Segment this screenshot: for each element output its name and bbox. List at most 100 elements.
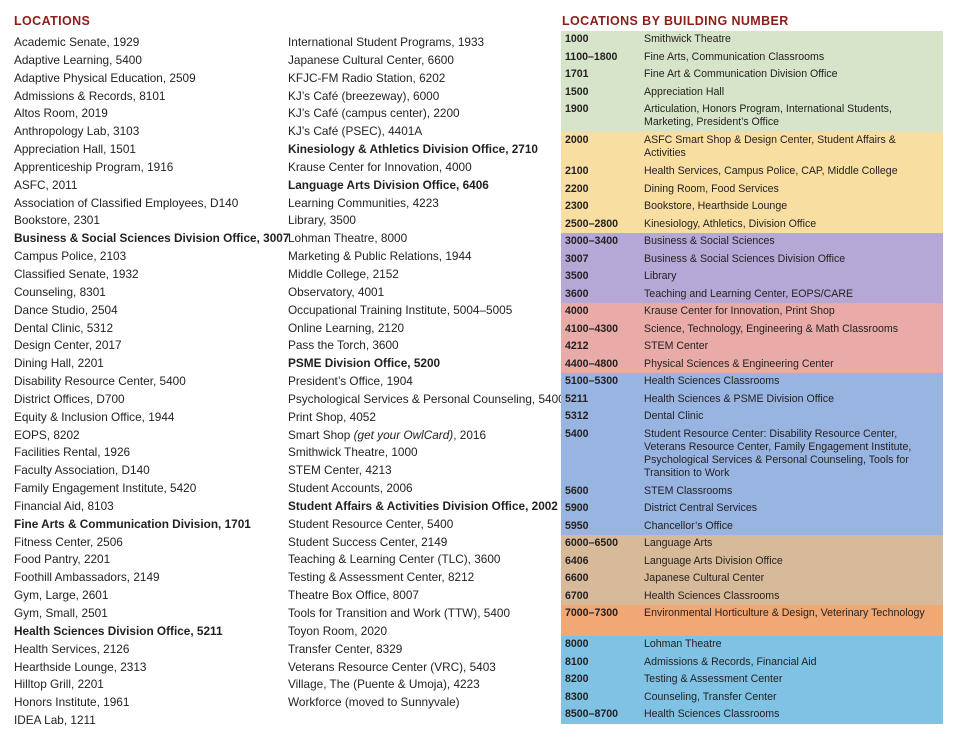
building-number: 4212 bbox=[565, 340, 589, 352]
building-row: 8200 Testing & Assessment Center bbox=[561, 671, 943, 689]
location-item-text: Altos Room, 2019 bbox=[14, 106, 108, 121]
building-description: Physical Sciences & Engineering Center bbox=[644, 357, 834, 370]
location-item: Transfer Center, 8329 bbox=[288, 641, 565, 659]
building-number: 8200 bbox=[565, 673, 589, 685]
location-item: IDEA Lab, 1211 bbox=[14, 712, 289, 730]
location-item: Lohman Theatre, 8000 bbox=[288, 230, 565, 248]
location-item: Health Services, 2126 bbox=[14, 641, 289, 659]
building-row: 2200 Dining Room, Food Services bbox=[561, 180, 943, 198]
building-row: 3007 Business & Social Sciences Division … bbox=[561, 250, 943, 268]
building-row: 5600 STEM Classrooms bbox=[561, 482, 943, 500]
building-row: 2300 Bookstore, Hearthside Lounge bbox=[561, 198, 943, 216]
location-item: Anthropology Lab, 3103 bbox=[14, 123, 289, 141]
building-description: ASFC Smart Shop & Design Center, Student… bbox=[644, 134, 896, 159]
location-item: Facilities Rental, 1926 bbox=[14, 444, 289, 462]
location-item-text: Gym, Large, 2601 bbox=[14, 588, 109, 603]
location-item-text: Food Pantry, 2201 bbox=[14, 552, 111, 567]
building-number: 5600 bbox=[565, 484, 589, 497]
location-item: Equity & Inclusion Office, 1944 bbox=[14, 409, 289, 427]
location-item-text: Health Services, 2126 bbox=[14, 641, 130, 656]
building-number: 5950 bbox=[565, 519, 589, 532]
building-number: 4000 bbox=[565, 305, 589, 317]
location-item-text: STEM Center, 4213 bbox=[288, 463, 392, 478]
location-item: Village, The (Puente & Umoja), 4223 bbox=[288, 676, 565, 694]
location-item-text: Occupational Training Institute, 5004–50… bbox=[288, 302, 513, 317]
location-item-text: Language Arts Division Office, 6406 bbox=[288, 177, 489, 192]
building-row: 8500–8700 Health Sciences Classrooms bbox=[561, 706, 943, 724]
building-number-heading: LOCATIONS BY BUILDING NUMBER bbox=[562, 14, 789, 28]
location-item-text: Design Center, 2017 bbox=[14, 338, 122, 353]
location-item: Testing & Assessment Center, 8212 bbox=[288, 569, 565, 587]
building-number: 3600 bbox=[565, 287, 589, 300]
building-number: 6600 bbox=[565, 572, 589, 584]
location-item: Teaching & Learning Center (TLC), 3600 bbox=[288, 551, 565, 569]
building-row: 6700 Health Sciences Classrooms bbox=[561, 587, 943, 605]
location-item: Dental Clinic, 5312 bbox=[14, 320, 289, 338]
location-item-text: Middle College, 2152 bbox=[288, 266, 399, 281]
location-item-text: Workforce (moved to Sunnyvale) bbox=[288, 695, 460, 710]
building-row: 4400–4800 Physical Sciences & Engineering… bbox=[561, 355, 943, 373]
building-number: 5211 bbox=[565, 392, 588, 405]
location-item-text: KFJC-FM Radio Station, 6202 bbox=[288, 70, 446, 85]
building-description: Japanese Cultural Center bbox=[644, 572, 765, 584]
building-row: 3600 Teaching and Learning Center, EOPS/C… bbox=[561, 285, 943, 303]
location-item: Association of Classified Employees, D14… bbox=[14, 195, 289, 213]
location-item: Learning Communities, 4223 bbox=[288, 195, 565, 213]
location-item-text: Student Resource Center, 5400 bbox=[288, 516, 454, 531]
location-item: Fine Arts & Communication Division, 1701 bbox=[14, 516, 289, 534]
location-item: Financial Aid, 8103 bbox=[14, 498, 289, 516]
location-item-text: Dining Hall, 2201 bbox=[14, 356, 104, 371]
building-row: 1100–1800 Fine Arts, Communication Classr… bbox=[561, 48, 943, 66]
location-item: Observatory, 4001 bbox=[288, 284, 565, 302]
building-number: 5400 bbox=[565, 427, 589, 440]
building-row: 5400 Student Resource Center: Disability … bbox=[561, 425, 943, 483]
location-item: Health Sciences Division Office, 5211 bbox=[14, 623, 289, 641]
building-description: STEM Center bbox=[644, 340, 709, 352]
building-description: Dental Clinic bbox=[644, 410, 704, 422]
location-item: Honors Institute, 1961 bbox=[14, 694, 289, 712]
location-item-text: Observatory, 4001 bbox=[288, 284, 385, 299]
building-description: Krause Center for Innovation, Print Shop bbox=[644, 305, 835, 317]
building-description: Fine Art & Communication Division Office bbox=[644, 68, 838, 80]
locations-list-col2: International Student Programs, 1933 Japa… bbox=[288, 34, 565, 712]
building-row: 6406 Language Arts Division Office bbox=[561, 552, 943, 570]
location-item-text: Association of Classified Employees, D14… bbox=[14, 195, 239, 210]
location-item: Toyon Room, 2020 bbox=[288, 623, 565, 641]
building-number: 4100–4300 bbox=[565, 322, 619, 335]
building-number: 3007 bbox=[565, 252, 589, 265]
location-item-text: Online Learning, 2120 bbox=[288, 320, 405, 335]
building-description: Lohman Theatre bbox=[644, 638, 722, 650]
building-description: Chancellor’s Office bbox=[644, 519, 733, 532]
location-item: Library, 3500 bbox=[288, 212, 565, 230]
building-description: STEM Classrooms bbox=[644, 484, 733, 497]
building-row: 4212 STEM Center bbox=[561, 338, 943, 356]
building-row: 1701 Fine Art & Communication Division Of… bbox=[561, 66, 943, 84]
location-item-text: Campus Police, 2103 bbox=[14, 249, 127, 264]
location-item: Appreciation Hall, 1501 bbox=[14, 141, 289, 159]
location-item-text: Hearthside Lounge, 2313 bbox=[14, 659, 147, 674]
location-item: International Student Programs, 1933 bbox=[288, 34, 565, 52]
location-item: Student Accounts, 2006 bbox=[288, 480, 565, 498]
building-number: 3000–3400 bbox=[565, 235, 619, 247]
building-number: 5312 bbox=[565, 410, 589, 422]
location-item-text: Testing & Assessment Center, 8212 bbox=[288, 570, 475, 585]
building-number-table: 1000 Smithwick Theatre 1100–1800 Fine Arts,… bbox=[561, 31, 943, 725]
location-item: Marketing & Public Relations, 1944 bbox=[288, 248, 565, 266]
location-item: Smart Shop (get your OwlCard), 2016 bbox=[288, 427, 565, 445]
location-item-text: Health Sciences Division Office, 5211 bbox=[14, 623, 223, 638]
building-number: 1900 bbox=[565, 103, 589, 115]
location-item-text: Dental Clinic, 5312 bbox=[14, 320, 114, 335]
location-item-text: Adaptive Learning, 5400 bbox=[14, 52, 142, 67]
location-item-text: KJ’s Café (campus center), 2200 bbox=[288, 106, 460, 121]
building-row: 4100–4300 Science, Technology, Engineerin… bbox=[561, 320, 943, 338]
building-row: 3000–3400 Business & Social Sciences bbox=[561, 233, 943, 251]
location-item: Academic Senate, 1929 bbox=[14, 34, 289, 52]
location-item-text: Financial Aid, 8103 bbox=[14, 498, 114, 513]
location-item: Apprenticeship Program, 1916 bbox=[14, 159, 289, 177]
location-item-text: Fitness Center, 2506 bbox=[14, 534, 123, 549]
building-row: 2100 Health Services, Campus Police, CAP,… bbox=[561, 163, 943, 181]
location-item-text: Student Success Center, 2149 bbox=[288, 534, 448, 549]
building-number: 1701 bbox=[565, 68, 589, 80]
building-number: 1100–1800 bbox=[565, 50, 618, 63]
location-item-text: Transfer Center, 8329 bbox=[288, 641, 403, 656]
